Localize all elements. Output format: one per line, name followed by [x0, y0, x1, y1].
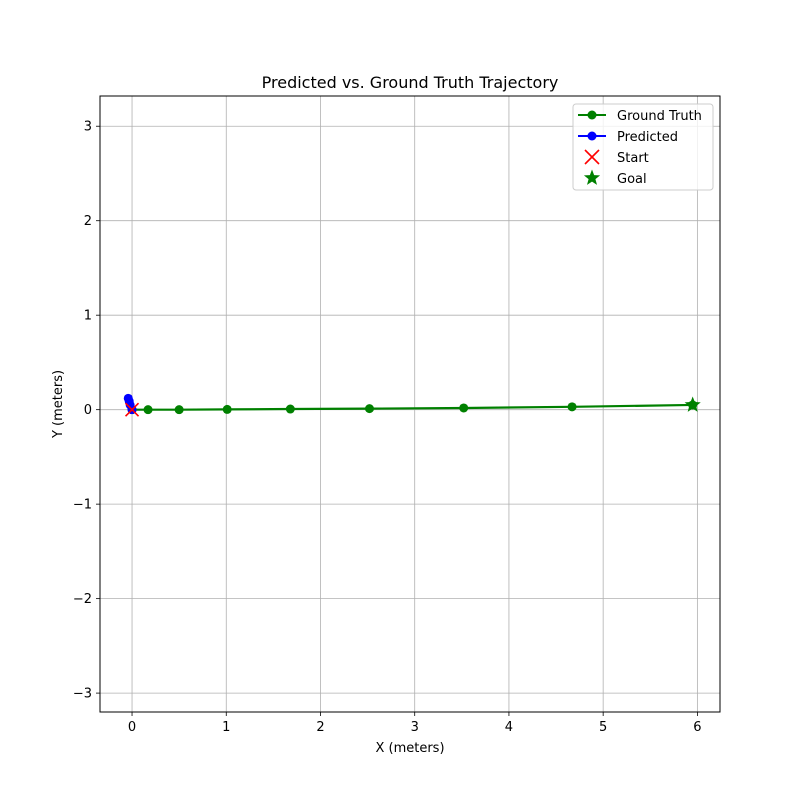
y-tick-label: −2	[73, 592, 92, 607]
ground-truth-point	[285, 404, 295, 414]
x-tick-label: 0	[128, 720, 136, 735]
y-tick-label: −3	[73, 687, 92, 702]
x-tick-label: 4	[505, 720, 513, 735]
ground-truth-point	[174, 405, 184, 415]
series-layer	[123, 393, 701, 417]
ground-truth-point	[364, 404, 374, 414]
y-tick-label: −1	[73, 498, 92, 513]
ground-truth-point	[459, 403, 469, 413]
y-tick-label: 0	[84, 403, 92, 418]
goal-marker	[684, 396, 701, 412]
x-axis-label: X (meters)	[375, 741, 444, 756]
x-tick-label: 2	[316, 720, 324, 735]
y-tick-label: 2	[84, 214, 92, 229]
legend-ground-truth-label: Ground Truth	[617, 109, 702, 124]
ground-truth-point	[143, 405, 153, 415]
legend: Ground Truth Predicted Start Goal	[572, 103, 714, 191]
ground-truth-point	[567, 402, 577, 412]
legend-goal-label: Goal	[617, 172, 647, 187]
x-tick-label: 5	[599, 720, 607, 735]
ticks: 0 1 2 3 4 5 6 −3 −2 −1 0 1 2 3	[73, 120, 702, 735]
predicted-point	[123, 393, 133, 403]
x-tick-label: 3	[411, 720, 419, 735]
ground-truth-point	[222, 404, 232, 414]
grid	[100, 96, 720, 712]
legend-predicted-marker	[587, 131, 597, 141]
legend-predicted-label: Predicted	[617, 130, 678, 145]
x-tick-label: 1	[222, 720, 230, 735]
legend-start-marker	[584, 149, 600, 165]
legend-box	[572, 103, 714, 191]
legend-ground-truth-marker	[587, 110, 597, 120]
plot-frame	[99, 95, 721, 713]
x-tick-label: 6	[693, 720, 701, 735]
y-tick-label: 3	[84, 120, 92, 135]
y-axis-label: Y (meters)	[51, 370, 66, 439]
chart-title: Predicted vs. Ground Truth Trajectory	[262, 73, 559, 92]
legend-start-label: Start	[617, 151, 649, 166]
y-tick-label: 1	[84, 309, 92, 324]
legend-goal-marker	[583, 169, 601, 185]
start-marker	[124, 402, 140, 417]
